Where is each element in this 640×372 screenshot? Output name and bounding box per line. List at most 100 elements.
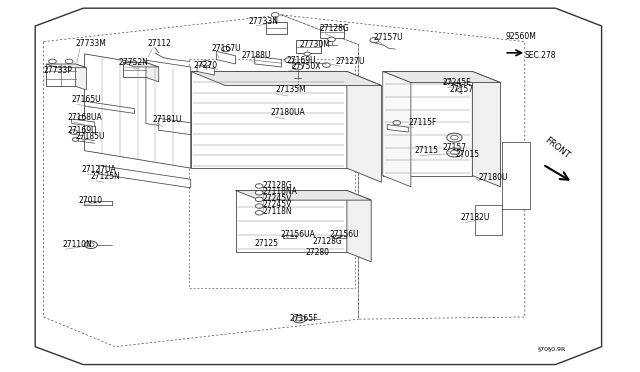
Text: 27127UA: 27127UA [82, 165, 116, 174]
Circle shape [202, 61, 211, 66]
Polygon shape [123, 62, 146, 77]
Circle shape [255, 197, 263, 202]
Circle shape [221, 46, 230, 52]
Polygon shape [320, 26, 344, 38]
Text: 27733P: 27733P [44, 66, 72, 75]
Polygon shape [236, 190, 371, 200]
Polygon shape [191, 71, 381, 86]
Circle shape [72, 138, 79, 141]
Polygon shape [236, 190, 347, 252]
Circle shape [393, 121, 401, 125]
Text: 27245V: 27245V [262, 194, 292, 203]
Polygon shape [72, 119, 95, 126]
Text: 27118N: 27118N [262, 207, 292, 216]
Text: 27167U: 27167U [211, 44, 241, 53]
Text: 27127U: 27127U [335, 57, 365, 66]
Text: §70§0.9R: §70§0.9R [538, 347, 566, 352]
Circle shape [78, 115, 86, 120]
Circle shape [271, 13, 279, 17]
Text: 27180UA: 27180UA [270, 108, 305, 117]
Polygon shape [502, 142, 530, 209]
Text: 27733N: 27733N [248, 17, 278, 26]
Polygon shape [84, 101, 134, 113]
Polygon shape [159, 118, 191, 135]
Text: 27733M: 27733M [76, 39, 106, 48]
Circle shape [285, 58, 294, 63]
Polygon shape [255, 57, 282, 67]
Text: 27245E: 27245E [443, 78, 472, 87]
Polygon shape [197, 65, 214, 75]
Polygon shape [475, 205, 502, 235]
Polygon shape [347, 190, 371, 262]
Text: 27125: 27125 [255, 239, 279, 248]
Circle shape [293, 315, 306, 323]
Circle shape [447, 133, 462, 142]
Circle shape [49, 59, 56, 64]
Text: 27112: 27112 [147, 39, 171, 48]
Text: 27157: 27157 [449, 85, 474, 94]
Text: 27156U: 27156U [330, 230, 359, 239]
Polygon shape [123, 62, 159, 67]
Circle shape [255, 211, 263, 215]
Text: 27165U: 27165U [72, 95, 101, 104]
Text: 27185U: 27185U [76, 132, 105, 141]
Polygon shape [472, 71, 500, 187]
Text: 27010: 27010 [78, 196, 102, 205]
Text: 27280: 27280 [306, 248, 330, 257]
Polygon shape [266, 22, 287, 34]
Polygon shape [46, 64, 86, 68]
Polygon shape [296, 40, 321, 53]
Polygon shape [76, 64, 86, 90]
Circle shape [328, 37, 335, 42]
Circle shape [370, 38, 379, 43]
Circle shape [84, 241, 97, 248]
Polygon shape [216, 51, 236, 64]
Text: 92560M: 92560M [506, 32, 536, 41]
Circle shape [255, 190, 263, 195]
Polygon shape [46, 64, 76, 86]
Text: 27182U: 27182U [461, 214, 490, 222]
Text: FRONT: FRONT [543, 136, 571, 161]
Text: 27156UA: 27156UA [280, 230, 315, 239]
Text: 27188U: 27188U [242, 51, 271, 60]
Text: 27270: 27270 [193, 61, 218, 70]
Polygon shape [383, 71, 411, 187]
Text: 27115: 27115 [415, 147, 439, 155]
Polygon shape [383, 71, 500, 83]
Polygon shape [146, 60, 191, 130]
Text: 27750X: 27750X [292, 62, 321, 71]
Text: 27110N: 27110N [63, 240, 92, 249]
Text: 27157: 27157 [443, 143, 467, 152]
Circle shape [445, 79, 451, 83]
Polygon shape [191, 71, 347, 168]
Text: 27128G: 27128G [312, 237, 342, 246]
Text: 27128G: 27128G [320, 25, 349, 33]
Text: 27180U: 27180U [479, 173, 508, 182]
Text: 27128G: 27128G [262, 181, 292, 190]
Text: 27169U: 27169U [67, 126, 97, 135]
Text: 27168UA: 27168UA [67, 113, 102, 122]
Text: 27752N: 27752N [118, 58, 148, 67]
Text: 27165F: 27165F [289, 314, 318, 323]
Polygon shape [146, 62, 159, 82]
Circle shape [447, 148, 462, 157]
Circle shape [255, 204, 263, 208]
Polygon shape [84, 54, 191, 168]
Polygon shape [387, 125, 408, 132]
Circle shape [323, 63, 330, 67]
Circle shape [304, 52, 310, 56]
Text: 27181U: 27181U [152, 115, 182, 124]
Polygon shape [99, 166, 191, 188]
Polygon shape [383, 71, 472, 176]
Text: 27730M: 27730M [300, 40, 330, 49]
Text: 27157U: 27157U [374, 33, 403, 42]
Text: 27125N: 27125N [91, 172, 120, 181]
Text: 27169U: 27169U [287, 56, 316, 65]
Text: 27245V: 27245V [262, 200, 292, 209]
Text: 27015: 27015 [456, 150, 480, 159]
Text: 27135M: 27135M [275, 85, 306, 94]
Text: SEC.278: SEC.278 [525, 51, 556, 60]
Circle shape [292, 64, 303, 70]
Text: 27115F: 27115F [408, 118, 436, 127]
Circle shape [70, 130, 77, 134]
